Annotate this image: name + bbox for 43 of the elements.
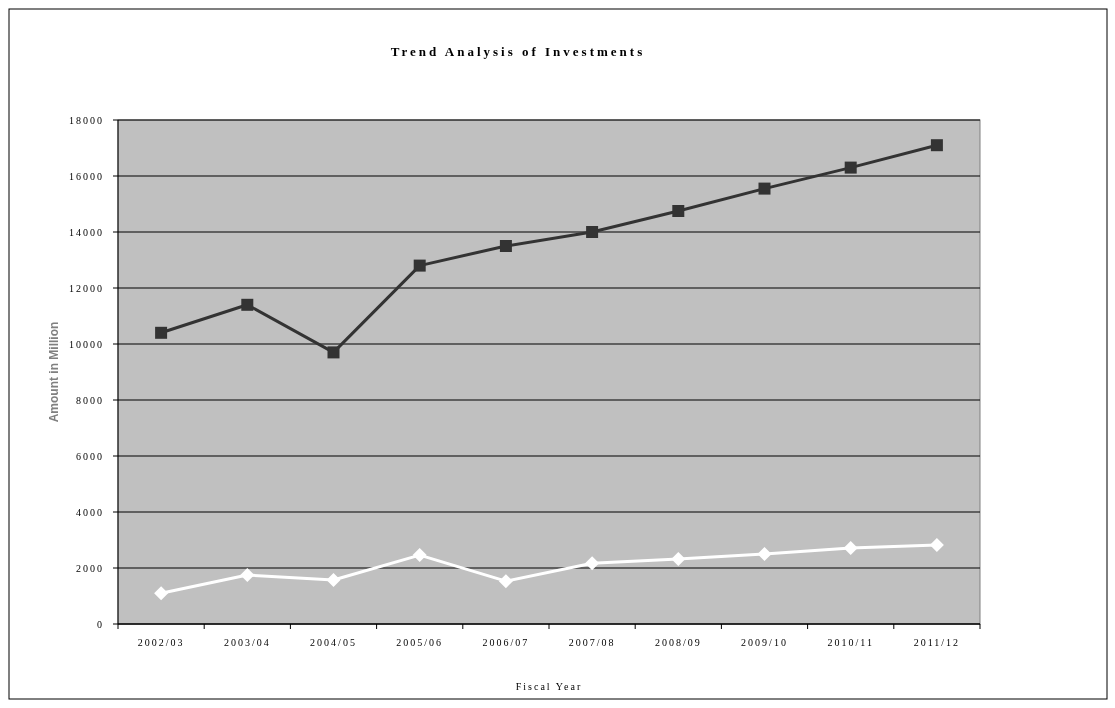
x-tick-label: 2007/08 [568, 637, 616, 648]
x-tick-label: 2006/07 [482, 637, 530, 648]
y-tick-label: 14000 [69, 226, 104, 238]
point [499, 240, 512, 252]
point [586, 226, 599, 238]
point [327, 346, 340, 359]
x-tick-label: 2004/05 [310, 637, 357, 648]
x-tick-label: 2010/11 [827, 637, 874, 648]
point [413, 259, 426, 272]
point [585, 556, 600, 571]
point [757, 547, 772, 561]
y-tick-label: 16000 [69, 170, 104, 182]
y-tick-label: 8000 [76, 394, 104, 406]
point [154, 586, 169, 601]
point [843, 541, 858, 556]
y-tick-label: 18000 [69, 114, 104, 126]
y-tick-label: 12000 [69, 282, 104, 294]
x-tick-label: 2003/04 [223, 637, 271, 648]
x-tick-label: 2009/10 [741, 637, 788, 648]
point [326, 573, 341, 588]
point [155, 326, 168, 339]
point [844, 161, 857, 174]
y-tick-label: 10000 [69, 338, 104, 350]
x-tick-label: 2005/06 [396, 637, 444, 648]
point [930, 139, 943, 152]
point [929, 538, 944, 553]
point [498, 574, 513, 589]
y-tick-label: 6000 [76, 450, 104, 462]
y-axis-title: Amount in Million [47, 321, 61, 423]
point [672, 205, 685, 217]
x-tick-label: 2008/09 [654, 637, 702, 648]
point [241, 298, 254, 311]
point [412, 548, 427, 563]
chart-title: Trend Analysis of Investments [390, 44, 646, 59]
y-tick-label: 0 [97, 618, 104, 630]
y-tick-label: 2000 [76, 562, 104, 574]
point [671, 552, 686, 567]
y-tick-label: 4000 [76, 506, 104, 518]
x-axis-title: Fiscal Year [515, 681, 583, 692]
point [758, 182, 771, 195]
x-tick-label: 2002/03 [137, 637, 185, 648]
x-tick-label: 2011/12 [913, 637, 961, 648]
point [240, 568, 255, 582]
